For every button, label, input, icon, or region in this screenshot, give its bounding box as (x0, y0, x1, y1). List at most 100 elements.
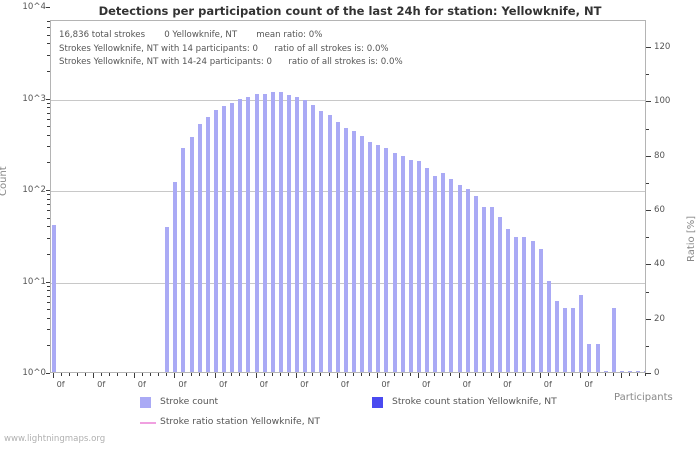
x-axis-tick (426, 373, 428, 376)
y-axis-right-minor-tick (646, 74, 649, 76)
bar[interactable] (595, 344, 600, 372)
bar[interactable] (433, 175, 438, 372)
x-axis-tick (247, 373, 249, 376)
bar[interactable] (408, 159, 413, 372)
bar[interactable] (636, 371, 641, 372)
bar[interactable] (246, 97, 251, 372)
bar[interactable] (506, 228, 511, 372)
x-axis-tick-label: 0f (259, 379, 268, 389)
x-axis-tick (580, 373, 582, 378)
bar[interactable] (481, 207, 486, 372)
bar[interactable] (603, 371, 608, 372)
bar[interactable] (238, 99, 243, 372)
bar[interactable] (351, 131, 356, 372)
bar[interactable] (270, 91, 275, 372)
bar[interactable] (563, 308, 568, 372)
bar[interactable] (546, 280, 551, 372)
bar[interactable] (181, 148, 186, 372)
x-axis-tick (287, 373, 289, 376)
bar[interactable] (51, 225, 56, 372)
bar[interactable] (498, 217, 503, 372)
y-axis-right-tick-label: 40 (654, 259, 665, 270)
bar[interactable] (579, 294, 584, 372)
x-axis-tick (320, 373, 322, 376)
bar[interactable] (197, 123, 202, 372)
x-axis-tick (271, 373, 273, 376)
bar[interactable] (286, 95, 291, 372)
y-axis-right-major-tick (646, 373, 651, 374)
bar[interactable] (441, 172, 446, 372)
y-axis-right-minor-tick (646, 291, 649, 293)
x-axis-tick (637, 373, 639, 376)
bar[interactable] (538, 249, 543, 372)
bar[interactable] (262, 94, 267, 372)
x-axis-tick (458, 373, 460, 378)
y-axis-left-minor-tick (47, 43, 50, 45)
x-axis-tick (190, 373, 192, 376)
bar[interactable] (303, 100, 308, 372)
bar[interactable] (230, 103, 235, 372)
y-axis-left-minor-tick (47, 317, 50, 319)
bar[interactable] (554, 300, 559, 372)
bar[interactable] (165, 227, 170, 372)
bar[interactable] (522, 236, 527, 372)
bar[interactable] (449, 178, 454, 372)
gridline (51, 282, 645, 284)
bar[interactable] (457, 185, 462, 372)
bar[interactable] (384, 148, 389, 372)
bar[interactable] (335, 122, 340, 372)
y-axis-left-minor-tick (47, 34, 50, 36)
x-axis-tick (482, 373, 484, 376)
bar[interactable] (213, 110, 218, 372)
bar[interactable] (628, 371, 633, 372)
x-axis-tick (564, 373, 566, 376)
x-axis-tick (206, 373, 208, 376)
bar[interactable] (514, 236, 519, 372)
y-axis-right-major-tick (646, 101, 651, 103)
bar[interactable] (489, 207, 494, 372)
x-axis-tick (174, 373, 176, 378)
bar[interactable] (425, 167, 430, 372)
bar[interactable] (205, 116, 210, 372)
bar[interactable] (327, 114, 332, 372)
x-axis-tick (60, 373, 62, 376)
bar[interactable] (571, 308, 576, 372)
bar[interactable] (392, 152, 397, 372)
y-axis-left-tick-label: 10^0 (22, 368, 46, 378)
bar[interactable] (278, 92, 283, 372)
bar[interactable] (343, 127, 348, 372)
y-axis-left-minor-tick (47, 107, 50, 109)
x-axis-tick (547, 373, 549, 376)
bar[interactable] (222, 106, 227, 372)
x-axis-tick (68, 373, 70, 376)
bar[interactable] (530, 241, 535, 372)
bar[interactable] (173, 182, 178, 372)
x-axis-tick-label: 0f (340, 379, 349, 389)
bar[interactable] (465, 189, 470, 372)
bar[interactable] (368, 141, 373, 372)
bar[interactable] (189, 137, 194, 372)
y-axis-left-tick-label: 10^1 (22, 276, 46, 287)
bar[interactable] (619, 371, 624, 372)
bar[interactable] (400, 155, 405, 372)
bar[interactable] (611, 308, 616, 372)
bar[interactable] (416, 161, 421, 372)
y-axis-left-minor-tick (47, 70, 50, 72)
legend-label: Stroke count station Yellowknife, NT (392, 396, 557, 407)
bar[interactable] (311, 105, 316, 372)
y-axis-left-minor-tick (47, 118, 50, 120)
bar[interactable] (587, 344, 592, 372)
bar[interactable] (319, 110, 324, 372)
x-axis-tick-label: 0f (381, 379, 390, 389)
bar[interactable] (360, 135, 365, 372)
bar[interactable] (254, 94, 259, 372)
bar[interactable] (473, 196, 478, 372)
bar[interactable] (644, 371, 645, 372)
x-axis-tick (328, 373, 330, 376)
x-axis-tick (52, 373, 54, 378)
bar[interactable] (295, 97, 300, 372)
y-axis-left-minor-tick (47, 54, 50, 56)
bar[interactable] (376, 145, 381, 372)
x-axis-tick (629, 373, 631, 376)
